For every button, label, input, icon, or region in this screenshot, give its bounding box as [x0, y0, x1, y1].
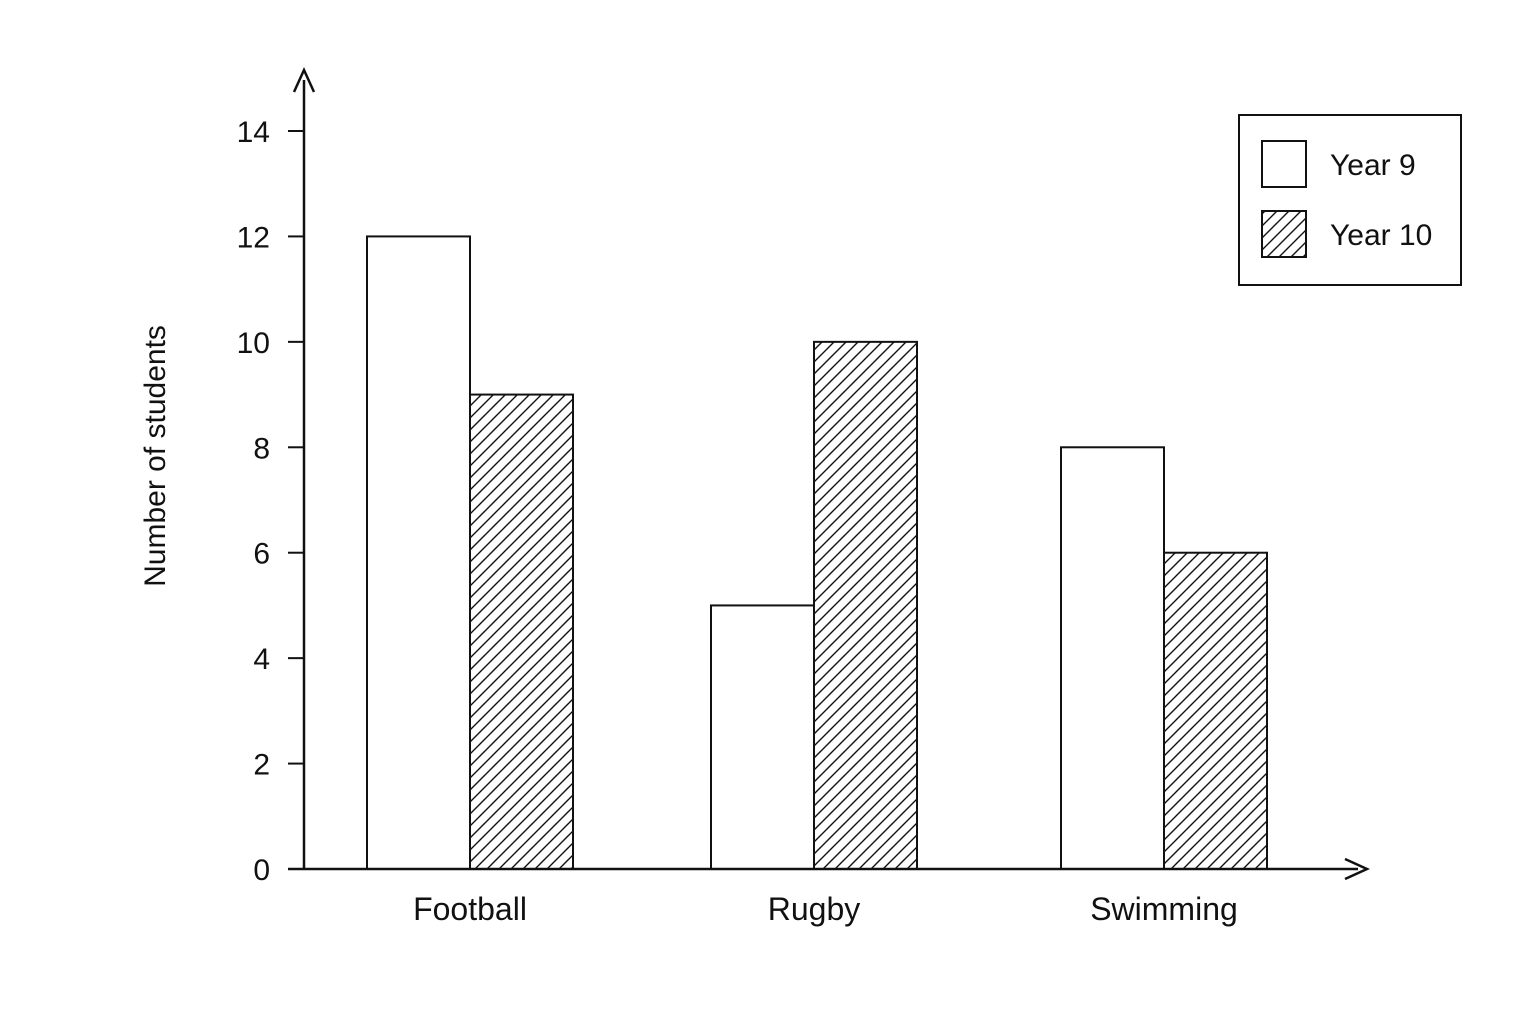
y-ticks-group: 0 2 4 6 8 10 12 14	[237, 116, 304, 887]
y-axis-arrow	[292, 66, 316, 93]
y-tick-label-4: 4	[253, 643, 270, 676]
bar-swimming-year-10	[1163, 551, 1268, 870]
legend-swatch-year-10	[1261, 210, 1307, 258]
x-labels-group: Football Rugby Swimming	[413, 891, 1238, 927]
y-tick-label-0: 0	[253, 854, 270, 887]
y-tick-label-12: 12	[237, 221, 270, 254]
y-tick-label-8: 8	[253, 432, 270, 465]
legend-label-year-9: Year 9	[1330, 149, 1416, 182]
bar-football-year-9	[366, 235, 471, 870]
legend-label-year-10: Year 10	[1330, 219, 1432, 252]
bars-group	[366, 235, 1268, 871]
x-label-swimming: Swimming	[1090, 891, 1238, 927]
axes-group	[288, 66, 1371, 881]
x-label-football: Football	[413, 891, 527, 927]
legend: Year 9 Year 10	[1238, 114, 1462, 286]
bar-rugby-year-9	[710, 604, 815, 871]
y-tick-label-6: 6	[253, 538, 270, 571]
bar-football-year-10	[469, 393, 574, 870]
y-tick-label-14: 14	[237, 116, 270, 149]
y-tick-label-10: 10	[237, 327, 270, 360]
bar-swimming-year-9	[1060, 446, 1165, 870]
bar-rugby-year-10	[813, 340, 918, 871]
x-axis-arrow	[1344, 857, 1371, 881]
legend-swatch-year-9	[1261, 140, 1307, 188]
x-label-rugby: Rugby	[768, 891, 861, 927]
y-axis-title: Number of students	[139, 325, 172, 587]
y-tick-label-2: 2	[253, 749, 270, 782]
